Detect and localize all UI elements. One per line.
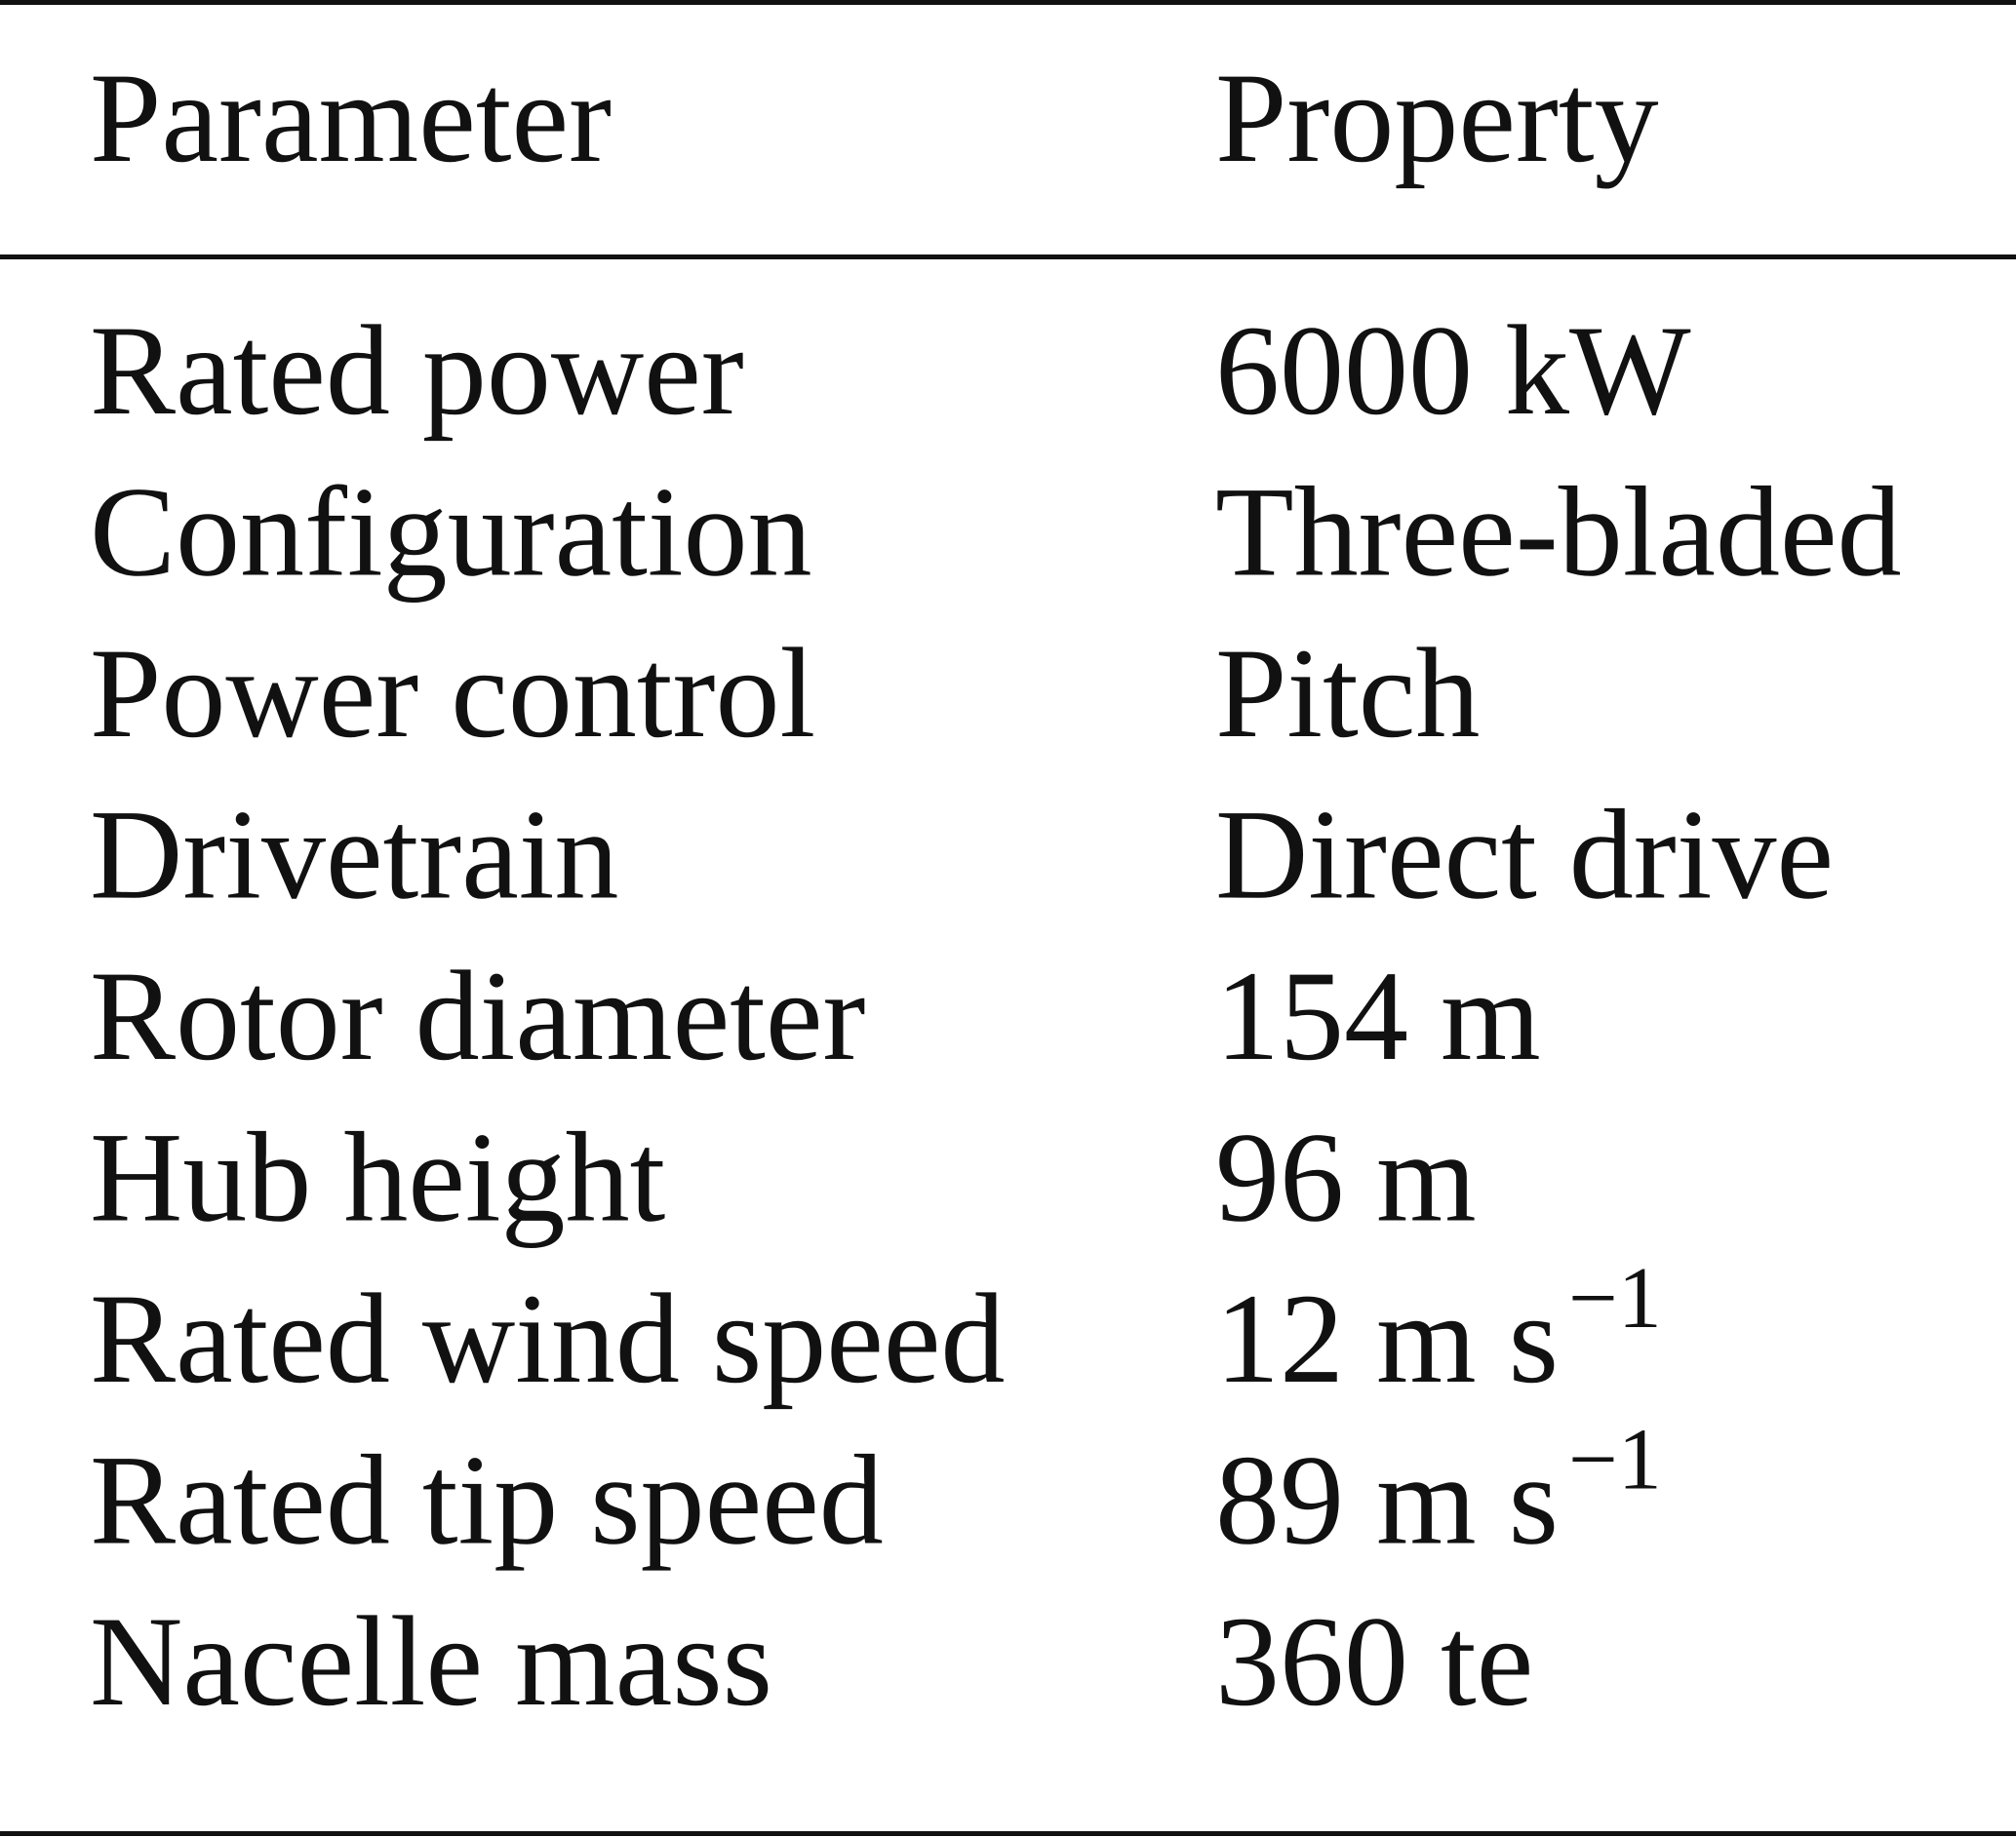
top-rule <box>0 0 2016 5</box>
header-cell: Property <box>1215 46 1659 189</box>
bottom-rule <box>0 1831 2016 1836</box>
header-cell: Parameter <box>90 46 612 189</box>
cell: Direct drive <box>1215 783 1834 926</box>
cell-text: 89 m s <box>1215 1428 1559 1572</box>
superscript: −1 <box>1568 1250 1662 1347</box>
header-rule <box>0 254 2016 259</box>
cell: 89 m s −1 <box>1215 1412 1662 1572</box>
cell: Drivetrain <box>90 783 618 926</box>
cell: Rated tip speed <box>90 1428 884 1572</box>
cell: Three-bladed <box>1215 460 1902 604</box>
cell: Hub height <box>90 1106 665 1249</box>
superscript: −1 <box>1568 1412 1662 1508</box>
cell: Configuration <box>90 460 812 604</box>
cell: Rotor diameter <box>90 944 865 1087</box>
cell: Pitch <box>1215 621 1480 764</box>
cell: Rated wind speed <box>90 1267 1005 1410</box>
cell: 6000 kW <box>1215 298 1691 442</box>
cell: 360 te <box>1215 1589 1533 1733</box>
cell: 96 m <box>1215 1106 1477 1249</box>
cell: Nacelle mass <box>90 1589 772 1733</box>
cell-text: 12 m s <box>1215 1267 1559 1410</box>
cell: Rated power <box>90 298 744 442</box>
cell: Power control <box>90 621 815 764</box>
cell: 154 m <box>1215 944 1541 1087</box>
cell: 12 m s −1 <box>1215 1250 1662 1410</box>
